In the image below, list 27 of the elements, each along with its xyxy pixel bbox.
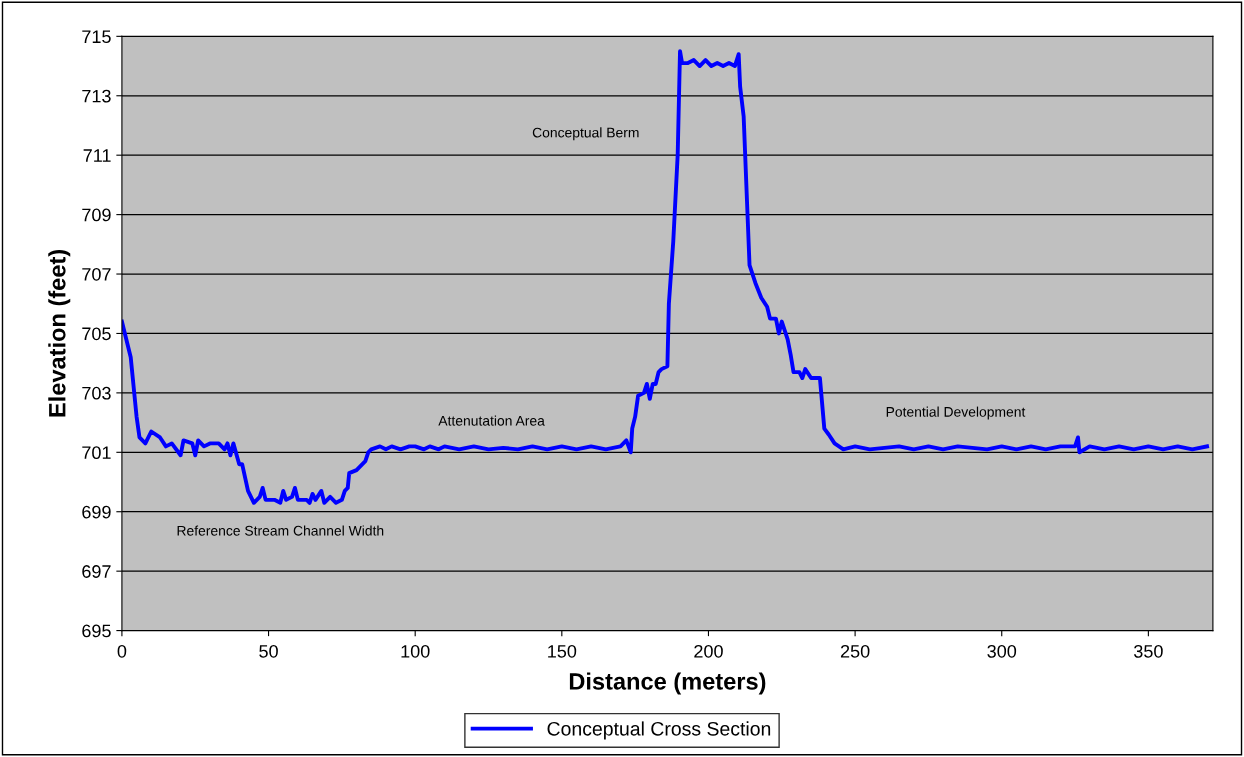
x-axis-title: Distance (meters): [569, 672, 766, 695]
y-axis-title: Elevation (feet): [48, 250, 71, 417]
y-tick-label: 713: [82, 89, 111, 103]
annotation: Potential Development: [886, 406, 1026, 420]
x-tick-label: 250: [840, 644, 870, 658]
y-tick-label: 695: [82, 624, 111, 638]
x-tick-label: 50: [259, 644, 278, 658]
x-tick-label: 150: [548, 644, 577, 658]
annotation: Reference Stream Channel Width: [177, 525, 384, 536]
y-tick-label: 715: [82, 30, 111, 44]
y-tick-label: 697: [82, 565, 111, 578]
x-tick-label: 0: [117, 644, 127, 658]
y-tick-label: 705: [82, 327, 111, 341]
annotation: Conceptual Berm: [532, 127, 639, 141]
y-tick-label: 699: [82, 505, 111, 519]
y-tick-label: 707: [82, 267, 111, 281]
line-series: [121, 49, 1209, 505]
y-tick-label: 701: [82, 446, 111, 460]
x-tick-label: 300: [987, 644, 1017, 658]
x-tick-label: 200: [694, 644, 723, 658]
y-tick-label: 709: [82, 208, 111, 222]
x-tick-label: 350: [1134, 644, 1163, 658]
legend-label: Conceptual Cross Section: [547, 721, 771, 740]
y-tick-label: 711: [83, 149, 111, 162]
x-tick-label: 100: [401, 644, 430, 658]
y-tick-label: 703: [82, 386, 111, 400]
annotation: Attenutation Area: [438, 415, 545, 426]
